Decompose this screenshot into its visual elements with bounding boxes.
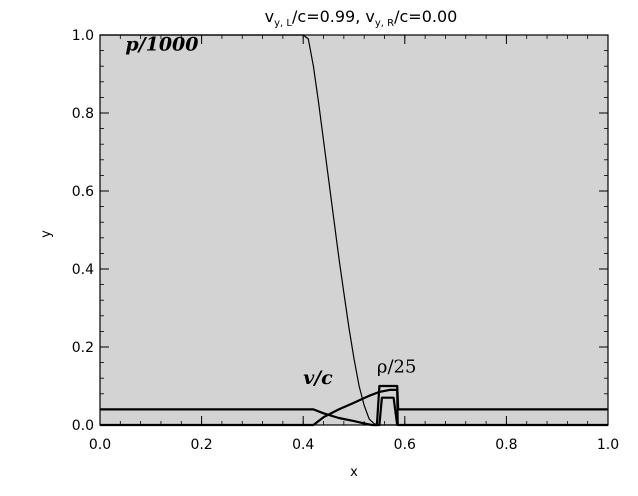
y-tick-label: 0.2 xyxy=(72,340,94,356)
label-layer: p/1000 v/c ρ/25 xyxy=(125,34,416,389)
annotation-2: ρ/25 xyxy=(377,356,417,377)
annotation-0: p/1000 xyxy=(125,34,198,56)
x-axis-label: x xyxy=(350,465,358,480)
x-tick-label: 1.0 xyxy=(597,437,619,453)
title-part: /c=0.00 xyxy=(394,7,457,26)
x-tick-label: 0.4 xyxy=(292,437,314,453)
title-subscript: y, R xyxy=(375,18,394,29)
y-axis-label: y xyxy=(39,230,54,238)
title-part: v xyxy=(265,7,274,26)
x-tick-label: 0.0 xyxy=(89,437,111,453)
plot-background xyxy=(100,35,608,425)
series-layer xyxy=(100,34,608,427)
y-tick-label: 0.8 xyxy=(72,106,94,122)
title-part: /c=0.99, v xyxy=(292,7,375,26)
chart-title: vy, L/c=0.99, vy, R/c=0.00 xyxy=(265,7,458,29)
y-tick-label: 1.0 xyxy=(72,28,94,44)
series-line-2 xyxy=(100,384,608,427)
x-tick-label: 0.2 xyxy=(190,437,212,453)
tick-layer: 0.0 0.2 0.4 0.6 0.8 1.0 0.0 0.2 0.4 0.6 0.8 1.0 xyxy=(72,28,619,453)
annotation-1: v/c xyxy=(303,367,333,389)
title-subscript: y, L xyxy=(274,18,292,29)
y-tick-label: 0.4 xyxy=(72,262,94,278)
y-tick-label: 0.6 xyxy=(72,184,94,200)
plot-frame xyxy=(99,34,609,426)
series-line-0 xyxy=(100,34,608,426)
y-tick-label: 0.0 xyxy=(72,418,94,434)
x-tick-label: 0.8 xyxy=(495,437,517,453)
x-tick-label: 0.6 xyxy=(394,437,416,453)
